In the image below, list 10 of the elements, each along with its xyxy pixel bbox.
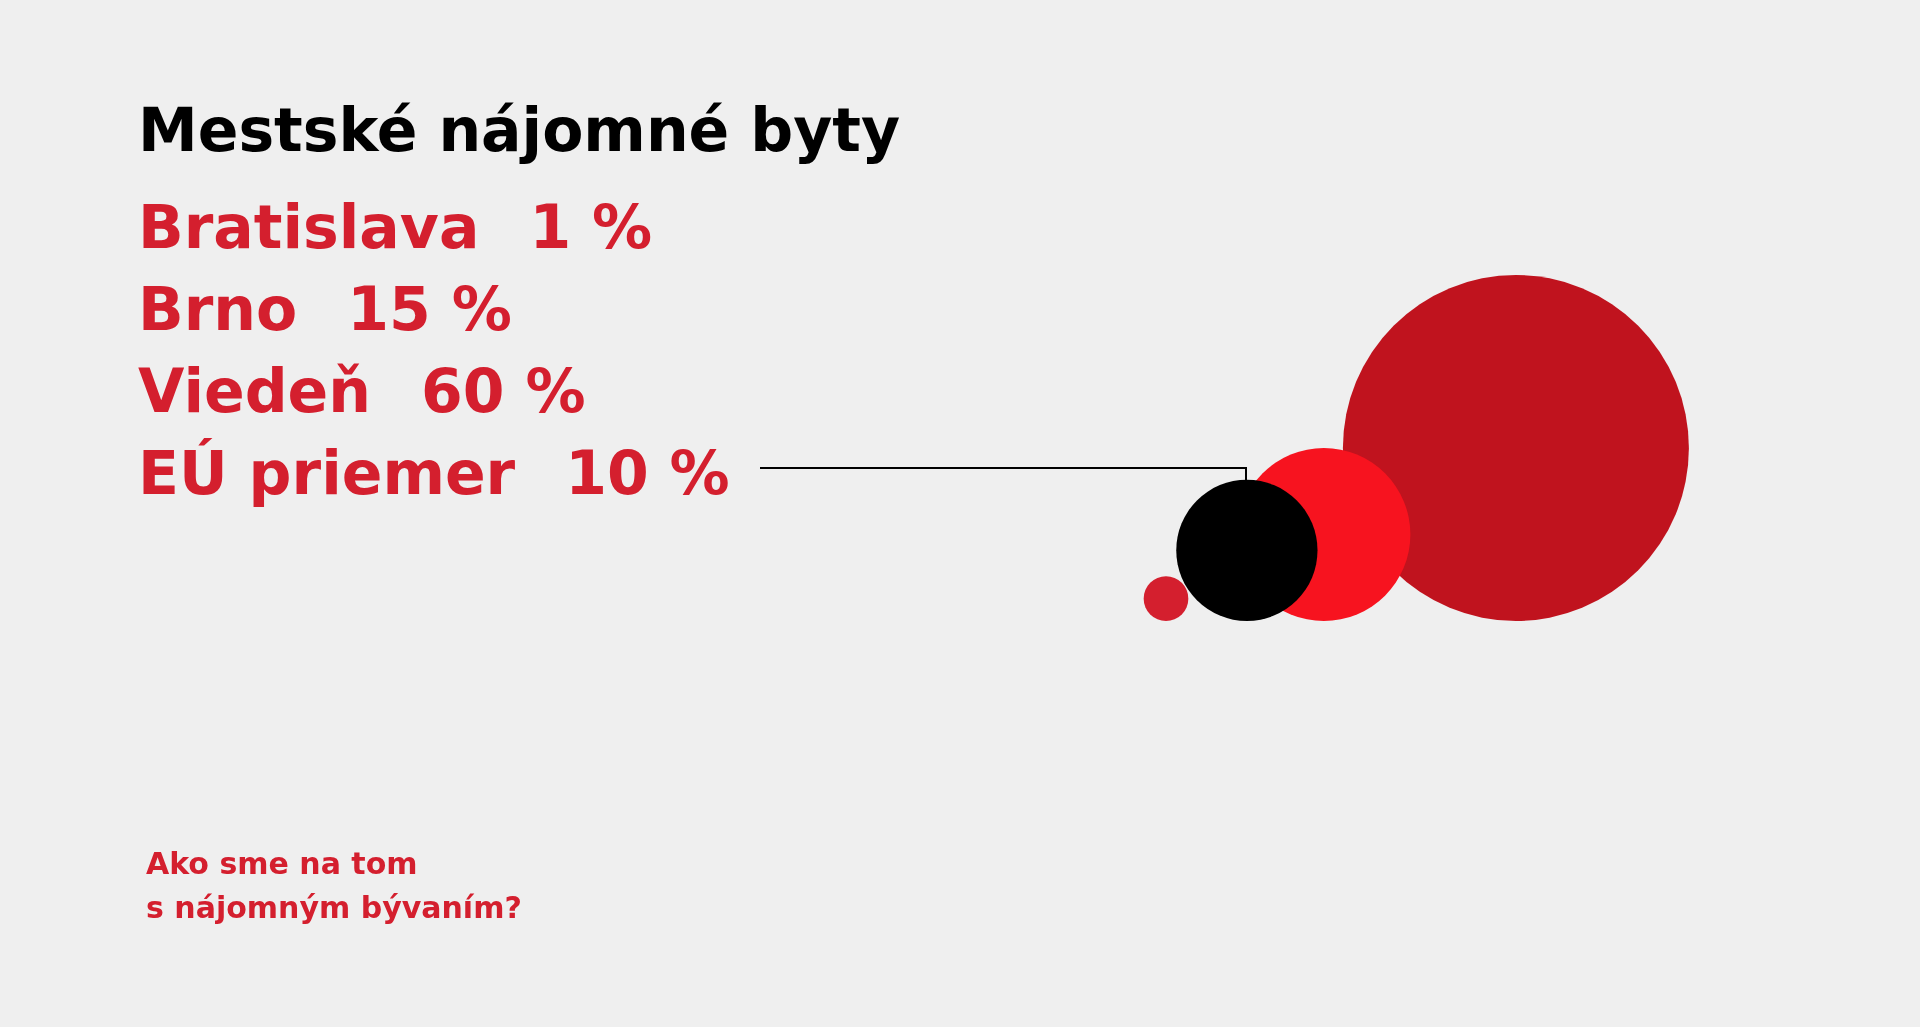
text: Mestské nájomné byty <box>138 95 901 165</box>
category-label: EÚ priemer <box>138 438 516 508</box>
category-label: Bratislava <box>138 192 480 262</box>
data-label: 60 % <box>421 356 586 426</box>
data-label: 15 % <box>347 274 512 344</box>
text: Ako sme na tom s nájomným bývaním? <box>146 845 522 927</box>
data-label: 10 % <box>565 438 730 508</box>
data-label: 1 % <box>529 192 653 262</box>
category-label: Viedeň <box>138 356 371 426</box>
category-label: Brno <box>138 274 298 344</box>
